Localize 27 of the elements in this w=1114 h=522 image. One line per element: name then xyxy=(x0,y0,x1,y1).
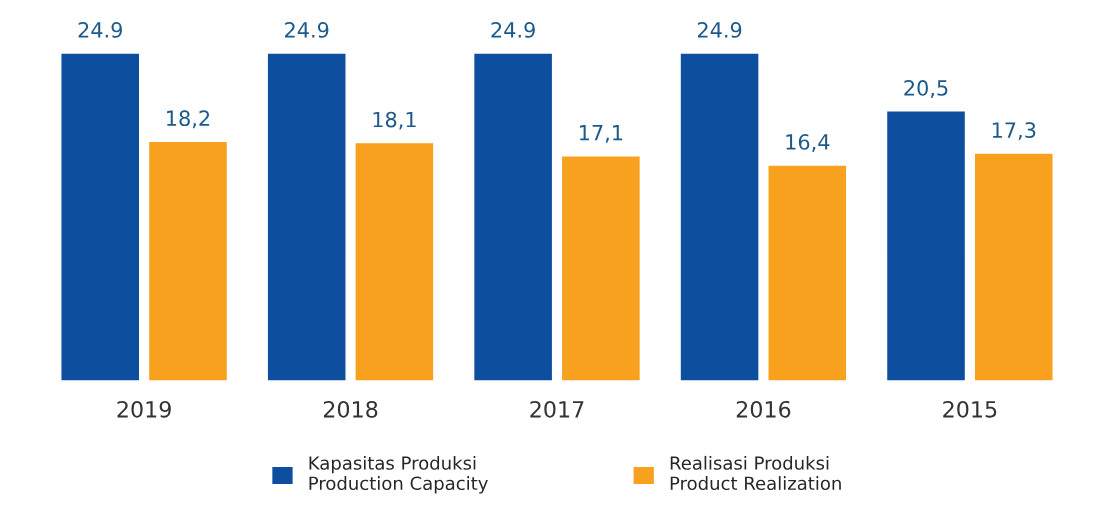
bar xyxy=(560,155,642,382)
data-label: 17,3 xyxy=(992,122,1036,141)
data-label: 24.9 xyxy=(491,22,535,38)
data-label: 16,4 xyxy=(786,134,830,152)
bar xyxy=(60,52,141,382)
bar xyxy=(973,152,1054,382)
x-tick-label: 2019 xyxy=(117,400,171,418)
x-tick-label: 2015 xyxy=(943,400,997,418)
data-label: 20,5 xyxy=(904,80,948,98)
bar xyxy=(679,52,760,382)
bar xyxy=(767,164,848,382)
bar xyxy=(266,52,347,382)
data-label: 18,2 xyxy=(167,110,210,129)
x-tick-label: 2017 xyxy=(530,400,584,418)
bar xyxy=(354,141,435,382)
data-label: 18,1 xyxy=(373,111,416,130)
bar xyxy=(147,140,229,382)
data-label: 24.9 xyxy=(78,22,122,38)
x-tick-label: 2018 xyxy=(323,400,378,418)
x-tick-label: 2016 xyxy=(736,400,791,418)
legend-label: Kapasitas Produksi Production Capacity xyxy=(309,455,488,494)
data-label: 17,1 xyxy=(579,125,623,143)
bar xyxy=(472,52,554,382)
data-label: 24.9 xyxy=(697,22,742,38)
legend-label: Realisasi Produksi Product Realization xyxy=(670,455,841,491)
data-label: 24.9 xyxy=(285,22,329,38)
bar xyxy=(885,110,967,382)
